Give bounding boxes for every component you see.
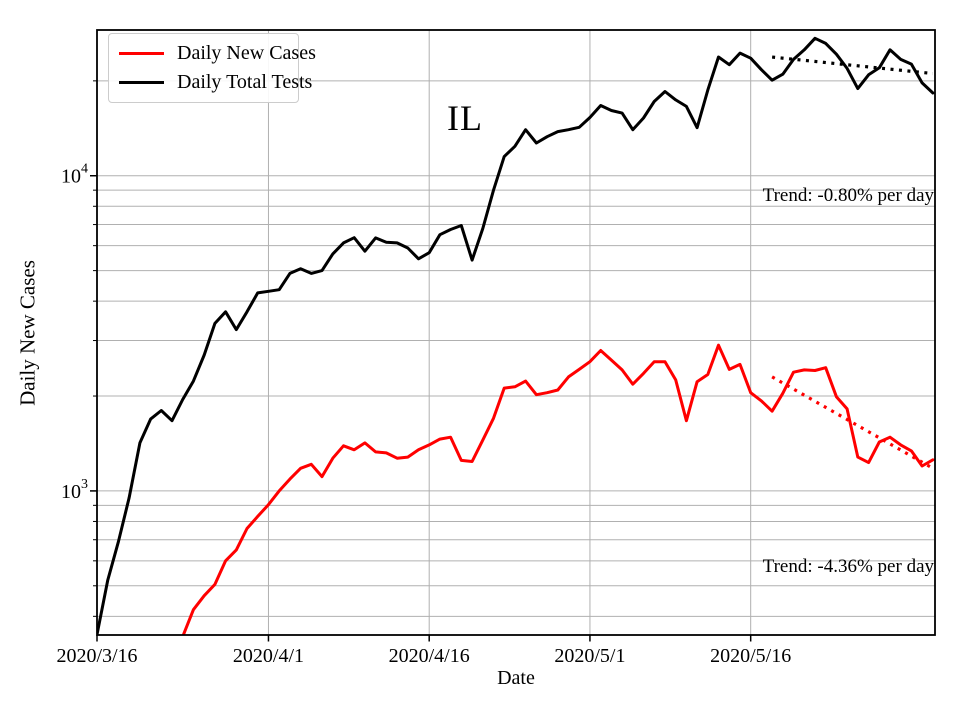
legend-line-sample-black: [119, 80, 164, 84]
x-tick-label: 2020/5/16: [710, 645, 791, 667]
state-label: IL: [447, 98, 483, 138]
tests-trend-annotation: Trend: -0.80% per day: [762, 185, 934, 206]
x-tick-label: 2020/3/16: [56, 645, 137, 667]
grid-lines: [96, 30, 935, 635]
x-tick-label: 2020/4/1: [233, 645, 304, 667]
trend-dotted-tests-trend: [771, 55, 934, 76]
legend-label: Daily Total Tests: [177, 70, 313, 93]
legend-item-daily-new-cases: Daily New Cases: [119, 42, 316, 65]
legend: Daily New Cases Daily Total Tests: [108, 33, 316, 103]
legend-item-daily-total-tests: Daily Total Tests: [119, 71, 312, 94]
y-tick-label: 104: [61, 162, 88, 188]
y-axis-title: Daily New Cases: [15, 260, 40, 406]
legend-label: Daily New Cases: [177, 42, 316, 65]
plot-border: [96, 29, 936, 636]
series-line-daily-new-cases: [181, 343, 935, 635]
cases-trend-annotation: Trend: -4.36% per day: [762, 556, 934, 577]
x-tick-label: 2020/4/16: [389, 645, 470, 667]
series-line-daily-total-tests: [97, 36, 935, 635]
x-axis-title: Date: [497, 667, 535, 689]
y-tick-label: 103: [61, 477, 88, 503]
x-tick-label: 2020/5/1: [554, 645, 625, 667]
legend-line-sample-red: [119, 52, 164, 56]
tick-marks: [90, 80, 752, 642]
trend-dotted-cases-trend: [771, 375, 934, 470]
